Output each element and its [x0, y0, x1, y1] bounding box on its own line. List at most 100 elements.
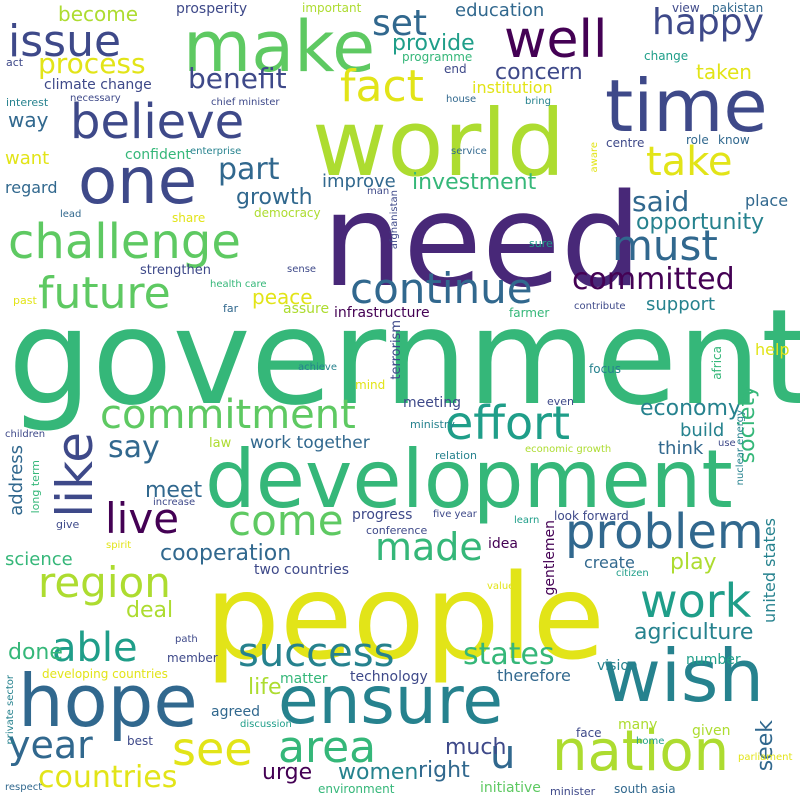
word-past: past — [13, 294, 37, 307]
word-place: place — [745, 191, 789, 210]
word-well: well — [504, 10, 608, 70]
word-continue: continue — [350, 264, 533, 313]
word-necessary: necessary — [70, 93, 121, 104]
word-peace: peace — [252, 285, 313, 309]
word-progress: progress — [352, 507, 413, 523]
word-climate-change: climate change — [44, 77, 152, 93]
word-right: right — [418, 758, 470, 783]
word-programme: programme — [402, 50, 473, 64]
word-discussion: discussion — [240, 719, 292, 730]
word-part: part — [218, 152, 280, 187]
word-u: u — [490, 732, 516, 778]
word-aware: aware — [589, 142, 600, 173]
word-set: set — [372, 3, 428, 44]
word-growth: growth — [236, 185, 313, 210]
word-health-care: health care — [210, 279, 267, 290]
word-states: states — [463, 637, 555, 672]
word-vision: vision — [597, 658, 638, 674]
word-centre: centre — [606, 136, 645, 150]
word-become: become — [58, 2, 139, 26]
word-people: people — [205, 548, 605, 686]
word-important: important — [302, 1, 362, 15]
word-even: even — [547, 395, 575, 408]
word-ensure: ensure — [278, 662, 503, 739]
word-like: like — [46, 432, 104, 518]
word-terrorism: terrorism — [389, 320, 404, 380]
word-gentlemen: gentlemen — [542, 520, 558, 596]
word-women: women — [338, 760, 419, 785]
word-need: need — [322, 167, 642, 316]
word-nuclear-energy: nuclear energy — [735, 410, 746, 486]
word-afghanistan: afghanistan — [389, 190, 400, 250]
word-able: able — [52, 625, 138, 671]
word-prosperity: prosperity — [176, 1, 248, 17]
word-africa: africa — [710, 346, 724, 380]
word-make: make — [183, 6, 376, 88]
word-achieve: achieve — [298, 362, 337, 373]
word-done: done — [8, 640, 63, 665]
word-far: far — [223, 302, 239, 315]
word-institution: institution — [472, 78, 553, 97]
word-year: year — [8, 723, 93, 767]
word-infrastructure: infrastructure — [334, 305, 430, 321]
word-long-term: long term — [29, 460, 42, 514]
word-bring: bring — [525, 96, 551, 107]
word-life: life — [248, 675, 282, 700]
word-democracy: democracy — [254, 206, 321, 220]
word-investment: investment — [412, 170, 537, 195]
word-meeting: meeting — [403, 395, 462, 411]
word-environment: environment — [318, 782, 395, 796]
word-development: development — [205, 433, 733, 526]
word-think: think — [658, 438, 704, 459]
word-countries: countries — [38, 760, 178, 795]
word-concern: concern — [495, 60, 583, 85]
word-contribute: contribute — [574, 301, 626, 312]
word-provide: provide — [392, 31, 475, 56]
word-children: children — [5, 429, 46, 440]
word-number: number — [686, 652, 741, 668]
word-developing-countries: developing countries — [42, 667, 168, 681]
word-technology: technology — [350, 669, 428, 685]
word-best: best — [127, 734, 153, 748]
word-improve: improve — [322, 171, 396, 192]
word-play: play — [670, 550, 717, 575]
word-issue: issue — [8, 16, 122, 67]
word-chief-minister: chief minister — [211, 97, 280, 108]
word-create: create — [584, 553, 635, 572]
word-future: future — [38, 268, 171, 319]
word-much: much — [445, 735, 507, 760]
word-increase: increase — [153, 497, 196, 508]
word-deal: deal — [126, 598, 174, 623]
word-way: way — [8, 108, 49, 132]
word-challenge: challenge — [8, 214, 241, 270]
word-agreed: agreed — [211, 704, 261, 720]
word-address: address — [6, 445, 27, 516]
word-must: must — [612, 221, 718, 270]
word-education: education — [455, 0, 545, 21]
word-share: share — [172, 211, 206, 225]
word-believe: believe — [70, 94, 245, 150]
word-law: law — [209, 436, 232, 451]
word-economic-growth: economic growth — [525, 444, 612, 455]
word-role: role — [686, 133, 709, 147]
word-opportunity: opportunity — [636, 210, 765, 235]
word-path: path — [175, 634, 198, 645]
word-private-sector: private sector — [5, 675, 16, 745]
word-sense: sense — [287, 264, 317, 275]
word-service: service — [451, 146, 487, 157]
word-science: science — [5, 549, 73, 570]
word-come: come — [228, 496, 344, 545]
word-success: success — [238, 630, 395, 676]
word-government: government — [8, 281, 800, 435]
word-support: support — [646, 294, 716, 315]
word-idea: idea — [488, 536, 518, 552]
word-fact: fact — [340, 61, 424, 112]
word-process: process — [38, 47, 146, 80]
word-regard: regard — [5, 178, 58, 197]
word-use: use — [718, 438, 736, 449]
word-strengthen: strengthen — [140, 263, 211, 278]
word-live: live — [105, 494, 180, 543]
word-world: world — [312, 90, 566, 197]
word-therefore: therefore — [497, 666, 571, 685]
